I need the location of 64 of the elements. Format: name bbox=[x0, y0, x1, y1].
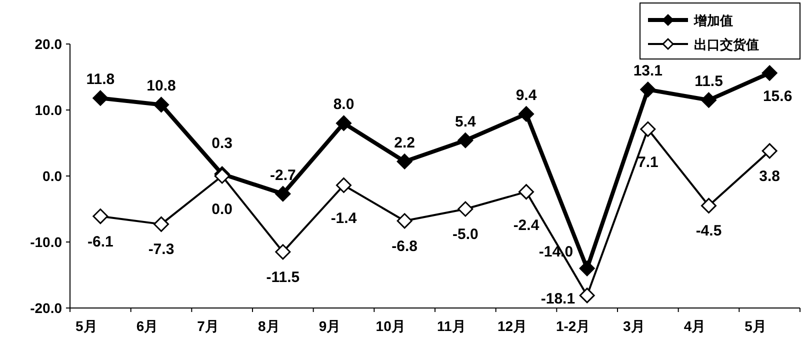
data-label: 15.6 bbox=[762, 88, 792, 106]
x-tick-label: 5月 bbox=[744, 318, 766, 334]
data-label: 7.1 bbox=[637, 154, 658, 172]
x-tick-label: 12月 bbox=[497, 318, 528, 334]
point bbox=[154, 216, 169, 232]
data-label: -11.5 bbox=[266, 268, 300, 286]
point bbox=[518, 106, 534, 122]
x-tick-label: 6月 bbox=[136, 318, 158, 334]
point bbox=[396, 154, 412, 170]
point bbox=[640, 82, 656, 98]
point bbox=[336, 115, 352, 131]
data-label: 8.0 bbox=[333, 96, 354, 114]
point bbox=[336, 177, 352, 193]
y-tick-label: 10.0 bbox=[34, 102, 62, 118]
y-tick-label: 20.0 bbox=[34, 36, 62, 52]
point bbox=[154, 96, 169, 112]
x-tick-label: 10月 bbox=[376, 318, 406, 334]
data-label: 0.0 bbox=[212, 201, 233, 218]
x-tick-label: 1-2月 bbox=[556, 318, 590, 334]
point bbox=[92, 208, 108, 224]
point bbox=[640, 121, 656, 137]
y-tick-label: -10.0 bbox=[30, 234, 62, 250]
data-label: 9.4 bbox=[516, 86, 538, 104]
point bbox=[275, 186, 291, 202]
legend-label: 出口交货值 bbox=[694, 37, 759, 52]
y-tick-label: 0.0 bbox=[42, 168, 62, 184]
data-label: -6.8 bbox=[392, 238, 418, 255]
data-label: 11.8 bbox=[86, 71, 115, 88]
data-label: -1.4 bbox=[330, 210, 358, 228]
data-label: -2.4 bbox=[513, 216, 540, 234]
x-tick-label: 5月 bbox=[76, 318, 98, 334]
x-tick-label: 7月 bbox=[197, 318, 219, 334]
point bbox=[458, 132, 474, 148]
data-label: 13.1 bbox=[633, 62, 663, 80]
point bbox=[762, 65, 778, 81]
data-label: 2.2 bbox=[394, 134, 416, 152]
x-tick-label: 11月 bbox=[437, 318, 466, 334]
point bbox=[396, 213, 412, 229]
point bbox=[458, 201, 474, 217]
x-tick-label: 9月 bbox=[318, 318, 341, 334]
data-label: -2.7 bbox=[270, 166, 296, 184]
data-label: 11.5 bbox=[694, 73, 723, 90]
data-label: -6.1 bbox=[87, 233, 114, 250]
point bbox=[701, 92, 716, 108]
data-label: -18.1 bbox=[540, 290, 576, 308]
legend-label: 增加值 bbox=[693, 13, 733, 28]
point bbox=[518, 184, 534, 200]
point bbox=[579, 260, 595, 276]
y-tick-label: -20.0 bbox=[30, 300, 62, 316]
point bbox=[275, 244, 291, 260]
data-label: -7.3 bbox=[148, 241, 174, 258]
data-label: -5.0 bbox=[452, 226, 478, 243]
data-label: 3.8 bbox=[759, 168, 780, 185]
point bbox=[701, 198, 716, 214]
point bbox=[579, 288, 595, 304]
data-label: -4.5 bbox=[696, 222, 722, 240]
point bbox=[92, 90, 108, 106]
data-label: 10.8 bbox=[146, 78, 176, 95]
data-label: 5.4 bbox=[454, 113, 476, 130]
x-tick-label: 4月 bbox=[684, 318, 706, 334]
x-tick-label: 3月 bbox=[623, 318, 645, 334]
x-tick-label: 8月 bbox=[258, 318, 280, 334]
data-label: 0.3 bbox=[212, 135, 233, 152]
point bbox=[762, 143, 778, 159]
